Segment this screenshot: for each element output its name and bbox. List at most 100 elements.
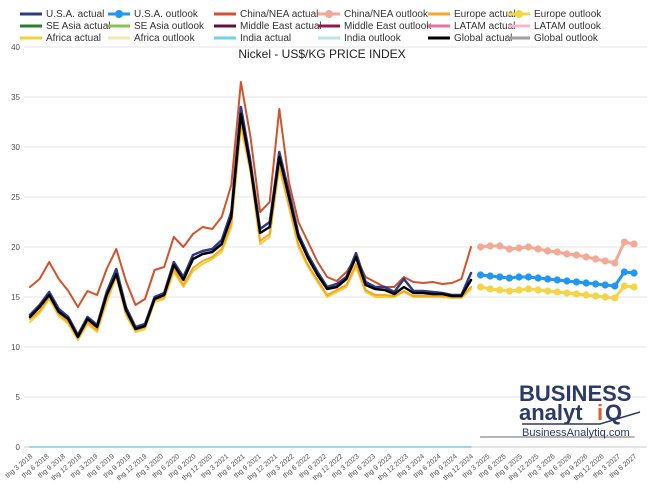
series-point <box>553 248 561 256</box>
series-point <box>611 259 619 267</box>
logo-letter-i: i <box>597 400 603 425</box>
y-tick-label: 10 <box>11 343 20 352</box>
legend-label: U.S.A. outlook <box>134 9 199 20</box>
legend-item: India outlook <box>318 33 402 44</box>
series-point <box>582 279 590 287</box>
series-point <box>572 278 581 286</box>
series-point <box>524 243 533 251</box>
logo-word-analyt: analyt <box>519 400 583 425</box>
series-u-s-a-outlook <box>477 268 638 290</box>
legend-item: U.S.A. outlook <box>108 9 199 20</box>
series-point <box>524 273 533 281</box>
y-axis-ticks: 0 5 10 15 20 25 30 35 40 <box>11 43 20 452</box>
series-point <box>620 238 629 246</box>
series-point <box>592 280 600 288</box>
y-tick-label: 35 <box>11 93 20 102</box>
legend-item: China/NEA actual <box>214 9 318 20</box>
legend-label: LATAM outlook <box>534 21 602 32</box>
legend-item: China/NEA outlook <box>318 9 429 20</box>
y-tick-label: 0 <box>16 443 21 452</box>
series-point <box>496 286 504 294</box>
series-point <box>486 272 494 280</box>
series-point <box>601 281 609 289</box>
series-point <box>505 245 513 253</box>
logo-url: BusinessAnalytiq.com <box>522 427 630 439</box>
legend-label: China/NEA outlook <box>344 9 429 20</box>
y-tick-label: 40 <box>11 43 20 52</box>
legend-label: SE Asia outlook <box>134 21 205 32</box>
legend-item: LATAM actual <box>428 21 515 32</box>
series-point <box>563 250 571 258</box>
series-china-nea-outlook <box>477 238 638 267</box>
series-point <box>496 242 504 250</box>
y-tick-label: 30 <box>11 143 20 152</box>
series-point <box>505 274 513 282</box>
legend-label: Global outlook <box>534 33 599 44</box>
legend-item: SE Asia actual <box>20 21 110 32</box>
series-point <box>544 287 552 295</box>
legend-item: India actual <box>214 33 291 44</box>
legend-label: India outlook <box>344 33 402 44</box>
businessanalytiq-logo: BUSINESS analyt i Q BusinessAnalytiq.com <box>519 381 641 439</box>
series-europe-outlook <box>477 282 638 302</box>
series-point <box>572 290 581 298</box>
legend-item: Africa outlook <box>108 33 196 44</box>
series-point <box>477 243 485 251</box>
series-point <box>563 277 571 285</box>
y-tick-label: 5 <box>16 393 21 402</box>
series-point <box>486 285 494 293</box>
series-point <box>611 282 619 290</box>
series-point <box>505 287 513 295</box>
legend-label: Europe outlook <box>534 9 602 20</box>
series-point <box>477 283 485 291</box>
series-line-global-actual <box>28 112 473 339</box>
series-point <box>544 247 552 255</box>
legend-item: Middle East outlook <box>318 21 432 32</box>
series-point <box>592 255 600 263</box>
series-point <box>611 294 619 302</box>
series-point <box>496 273 504 281</box>
series-point <box>630 283 638 291</box>
legend-label: Africa actual <box>46 33 101 44</box>
series-point <box>534 286 542 294</box>
legend-label: SE Asia actual <box>46 21 110 32</box>
series-point <box>582 253 590 261</box>
series-point <box>601 257 609 265</box>
y-tick-label: 15 <box>11 293 20 302</box>
legend-label: Middle East outlook <box>344 21 432 32</box>
series-point <box>620 282 629 290</box>
series-point <box>572 251 581 259</box>
logo-swoosh <box>522 411 641 425</box>
legend-item: Global actual <box>428 33 512 44</box>
series-point <box>582 291 590 299</box>
legend-item: Europe outlook <box>508 9 602 20</box>
legend-item: Africa actual <box>20 33 101 44</box>
series-point <box>630 269 638 277</box>
legend-label: Global actual <box>454 33 512 44</box>
series-line-china-nea-actual <box>29 81 472 308</box>
chart-legend: U.S.A. actual U.S.A. outlook China/NEA act… <box>20 9 602 44</box>
series-point <box>534 274 542 282</box>
legend-label: Africa outlook <box>134 33 196 44</box>
legend-label: Middle East actual <box>240 21 322 32</box>
series-point <box>601 293 609 301</box>
series-point <box>515 273 523 281</box>
legend-label: Europe actual <box>454 9 516 20</box>
series-point <box>477 271 485 279</box>
legend-label: India actual <box>240 33 291 44</box>
series-point <box>620 268 629 276</box>
series-point <box>630 240 638 248</box>
series-point <box>592 292 600 300</box>
legend-label: U.S.A. actual <box>46 9 104 20</box>
series-line-europe-actual <box>29 121 472 339</box>
chart-series <box>28 81 638 448</box>
legend-item: U.S.A. actual <box>20 9 104 20</box>
chart-title: Nickel - US$/KG PRICE INDEX <box>238 47 405 61</box>
series-point <box>544 275 552 283</box>
series-point <box>515 286 523 294</box>
legend-item: Global outlook <box>508 33 599 44</box>
legend-label: China/NEA actual <box>240 9 318 20</box>
series-point <box>486 242 494 250</box>
